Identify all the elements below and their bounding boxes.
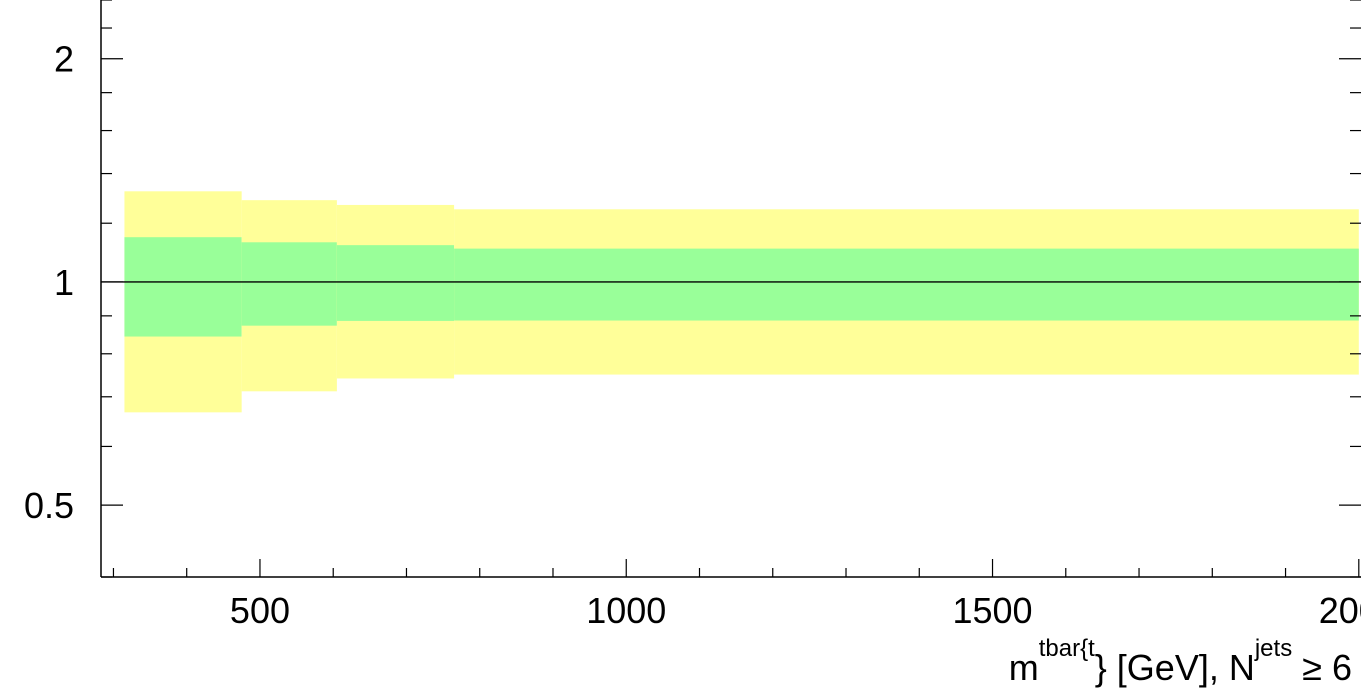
x-axis-title: mtbar{t} [GeV], Njets ≥ 6 [1009, 635, 1352, 688]
y-tick-label: 1 [54, 262, 74, 303]
inner-band-bin-2 [336, 245, 455, 321]
tick-labels: 500 1000 1500 2000 0.5 1 2 [24, 39, 1361, 631]
axes [100, 0, 1361, 578]
x-tick-label: 2000 [1319, 590, 1361, 631]
x-tick-label: 500 [230, 590, 290, 631]
inner-band-bin-3 [454, 248, 1359, 321]
y-tick-label: 0.5 [24, 485, 74, 526]
x-axis-title-sup1: tbar{t [1039, 635, 1095, 662]
inner-band-bin-1 [241, 242, 337, 326]
inner-band-bin-0 [124, 237, 242, 337]
x-axis-title-mid: } [GeV], N [1095, 647, 1255, 688]
x-axis-title-tail: ≥ 6 [1292, 647, 1352, 688]
x-tick-label: 1500 [952, 590, 1032, 631]
x-tick-label: 1000 [586, 590, 666, 631]
x-axis-title-sup2: jets [1254, 635, 1292, 662]
uncertainty-bands [124, 191, 1359, 413]
y-tick-label: 2 [54, 39, 74, 80]
x-axis-title-main: m [1009, 647, 1039, 688]
